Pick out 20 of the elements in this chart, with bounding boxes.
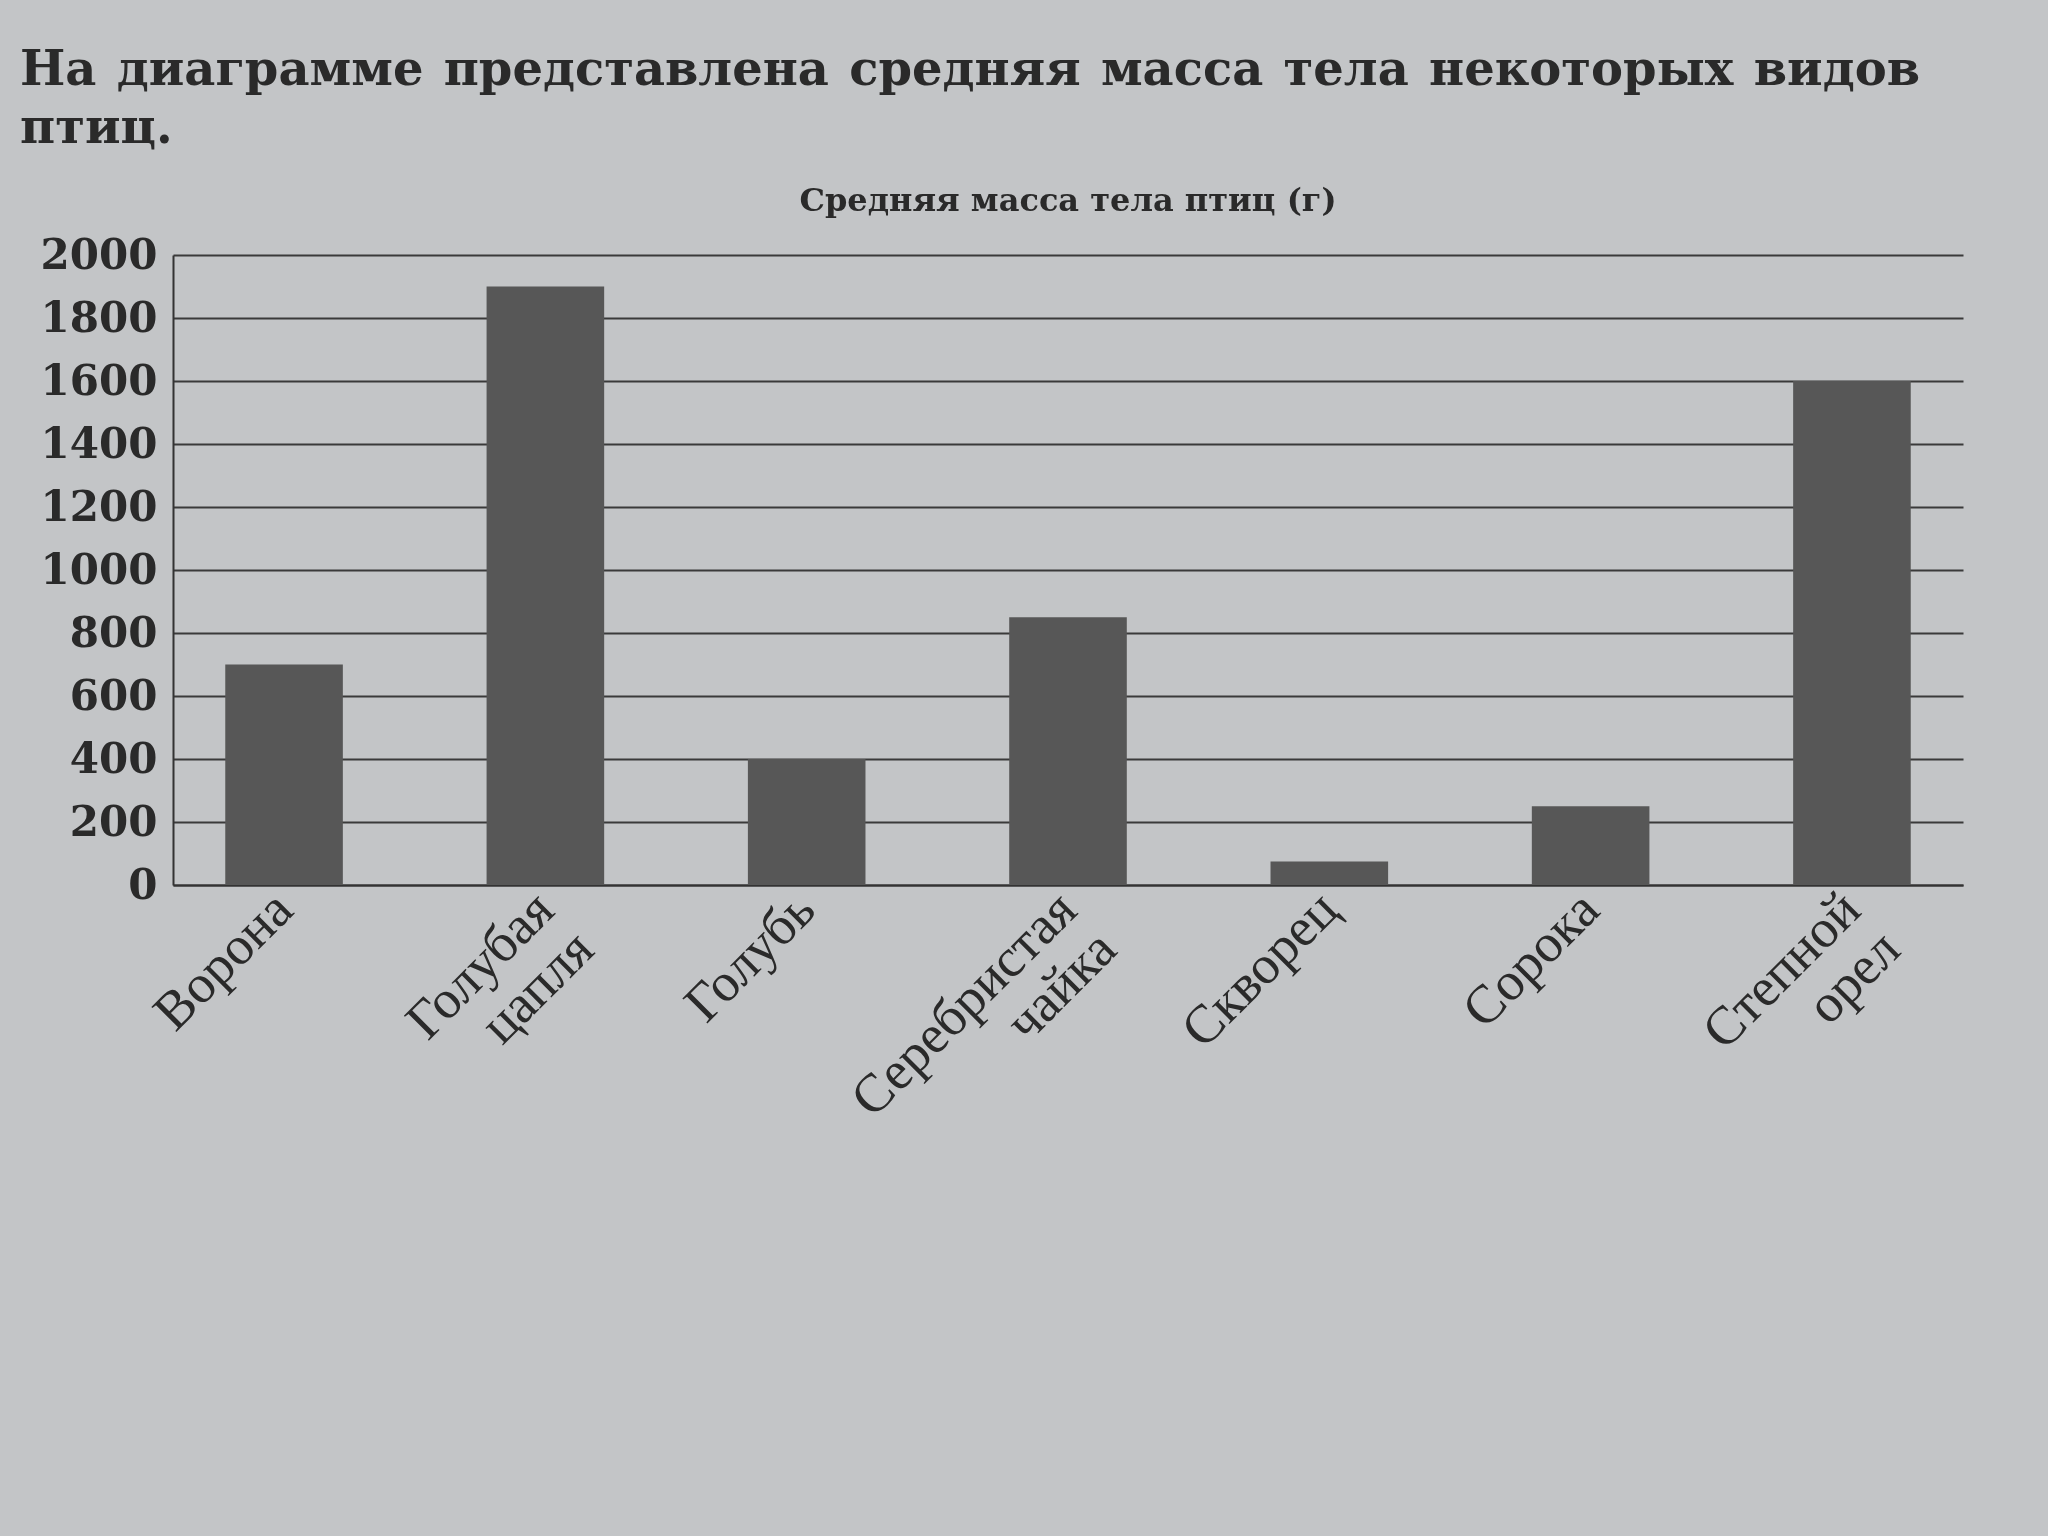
y-tick-label: 800 bbox=[69, 607, 158, 657]
bar bbox=[747, 759, 866, 886]
y-tick-label: 2000 bbox=[40, 229, 158, 279]
bar bbox=[225, 664, 343, 886]
y-tick-label: 1600 bbox=[40, 355, 158, 405]
bar bbox=[1270, 861, 1389, 886]
text: На диаграмме представлена средняя масса тела некоторых видов птиц. bbox=[20, 40, 1920, 156]
y-tick-label: 1000 bbox=[40, 544, 158, 594]
bar bbox=[1793, 381, 1911, 886]
y-tick-label: 200 bbox=[69, 796, 158, 846]
chart-title: Средняя масса тела птиц (г) bbox=[799, 181, 1337, 220]
bar bbox=[1009, 617, 1127, 886]
y-tick-label: 600 bbox=[69, 670, 158, 720]
bar bbox=[1531, 806, 1650, 886]
y-tick-label: 1400 bbox=[40, 418, 158, 468]
y-tick-label: 0 bbox=[128, 859, 158, 909]
y-tick-label: 400 bbox=[69, 733, 158, 783]
y-tick-label: 1800 bbox=[40, 292, 158, 342]
y-tick-label: 1200 bbox=[40, 481, 158, 531]
bar bbox=[486, 286, 605, 886]
